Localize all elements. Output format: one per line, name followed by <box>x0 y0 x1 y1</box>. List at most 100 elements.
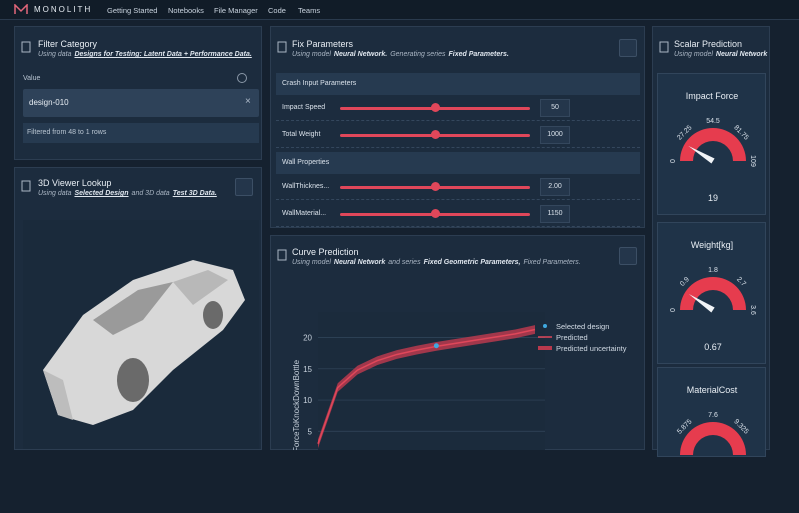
predicted-line <box>317 328 536 445</box>
nav-item[interactable]: Getting Started <box>107 6 158 15</box>
doc-icon <box>21 41 31 53</box>
gauge-tick-label: 0 <box>670 308 677 312</box>
gauge-title: Impact Force <box>686 91 739 101</box>
slider-handle[interactable] <box>431 182 440 191</box>
nav-item[interactable]: File Manager <box>214 6 258 15</box>
subtitle-part: Fixed Geometric Parameters, <box>423 259 521 266</box>
input-box[interactable]: design-010 × <box>23 89 259 117</box>
doc-icon <box>277 249 287 261</box>
brand: MONOLITH <box>34 5 93 14</box>
gauge-title: MaterialCost <box>687 385 738 395</box>
subtitle-part: Designs for Testing: Latent Data + Perfo… <box>74 51 252 58</box>
slider-handle[interactable] <box>431 130 440 139</box>
panel-subtitle: Using model Neural Network and series Fixed… <box>292 259 584 266</box>
info-icon <box>237 73 247 83</box>
subtitle-part: and 3D data <box>131 190 170 197</box>
gauge-card: MaterialCost 5.875 7.6 9.325 <box>657 367 766 457</box>
legend-label: Predicted <box>556 333 588 342</box>
panel-title: Curve Prediction <box>292 247 359 257</box>
gauge-arc <box>680 277 746 310</box>
param-row: WallMaterial... 1150 <box>276 202 640 227</box>
subtitle-part: Using data <box>38 51 72 58</box>
subtitle-part: Using data <box>38 190 72 197</box>
panel-title: Fix Parameters <box>292 39 354 49</box>
legend-swatch <box>543 324 547 328</box>
panel-title: 3D Viewer Lookup <box>38 178 112 188</box>
param-value[interactable]: 1000 <box>540 126 570 144</box>
subtitle-part: Neural Network <box>333 259 386 266</box>
nav-item[interactable]: Teams <box>298 6 321 15</box>
param-value[interactable]: 1150 <box>540 205 570 223</box>
doc-icon <box>277 41 287 53</box>
subtitle-part: Using model <box>674 51 713 58</box>
status-bar: Filtered from 48 to 1 rows <box>23 123 259 143</box>
nav-item[interactable]: Notebooks <box>168 6 204 15</box>
gauge-tick-label: 7.6 <box>708 412 718 419</box>
legend-label: Predicted uncertainty <box>556 344 627 353</box>
gauge-tick-label: 0.9 <box>679 276 691 288</box>
subtitle-part: Using model <box>292 51 331 58</box>
curve-chart: 5 10 15 20 ForceToKnockDownBottle Selected de… <box>292 312 627 450</box>
params-panel: Fix Parameters Using model Neural Network… <box>270 26 645 228</box>
gauge-value: 0.67 <box>704 342 722 352</box>
selected-point <box>433 343 439 349</box>
gauge: Weight[kg] 0 0.9 1.8 2.7 3.6 0.67 <box>670 240 756 352</box>
logo <box>14 4 28 14</box>
top-nav: MONOLITH Getting Started Notebooks File Ma… <box>0 0 799 20</box>
gauge-card: Weight[kg] 0 0.9 1.8 2.7 3.6 0.67 <box>657 222 766 364</box>
doc-icon <box>21 180 31 192</box>
y-tick-label: 15 <box>303 365 312 374</box>
param-value[interactable]: 50 <box>540 99 570 117</box>
doc-icon <box>659 41 669 53</box>
gauge-tick-label: 3.6 <box>749 305 756 315</box>
subtitle-part: Neural Network <box>715 51 768 58</box>
param-row: Total Weight 1000 <box>276 123 640 148</box>
notes-button[interactable] <box>619 39 637 57</box>
panel-title: Scalar Prediction <box>674 39 743 49</box>
slider-handle[interactable] <box>431 209 440 218</box>
param-label: Total Weight <box>282 131 321 138</box>
subtitle-part: Generating series <box>390 51 446 58</box>
car-model <box>43 260 245 425</box>
subtitle-part: Fixed Parameters. <box>448 51 509 58</box>
gauge-needle <box>688 145 715 164</box>
panel-subtitle: Using data Designs for Testing: Latent Da… <box>38 51 255 58</box>
slider-handle[interactable] <box>431 103 440 112</box>
clear-button[interactable]: × <box>245 96 251 107</box>
gauge-card: Impact Force 0 27.25 54.5 81.75 109 19 <box>657 73 766 215</box>
section-header: Crash Input Parameters <box>276 73 640 95</box>
notes-button[interactable] <box>619 247 637 265</box>
subtitle-part: Selected Design <box>74 190 129 197</box>
subtitle-part: Test 3D Data. <box>172 190 217 197</box>
param-label: Impact Speed <box>282 104 326 111</box>
subtitle-part: and series <box>388 259 421 266</box>
viewer-panel: 3D Viewer Lookup Using data Selected Desi… <box>14 167 262 450</box>
panel-subtitle: Using data Selected Design and 3D data Test… <box>38 190 220 197</box>
param-label: WallThicknes... <box>282 183 330 190</box>
gauge-tick-label: 2.7 <box>735 276 747 288</box>
panel-title: Filter Category <box>38 39 98 49</box>
gauge-tick-label: 109 <box>749 155 756 167</box>
y-axis-label: ForceToKnockDownBottle <box>292 359 301 450</box>
filter-panel: Filter Category Using data Designs for Te… <box>14 26 262 160</box>
gauge-tick-label: 1.8 <box>708 267 718 274</box>
uncertainty-band <box>318 325 535 449</box>
subtitle-part: Fixed Parameters. <box>523 259 581 266</box>
viewer-canvas[interactable] <box>23 220 259 449</box>
panel-subtitle: Using model Neural Network <box>674 51 769 58</box>
nav-item[interactable]: Code <box>268 6 286 15</box>
field-label: Value <box>23 75 41 82</box>
panel-subtitle: Using model Neural Network. Generating ser… <box>292 51 512 58</box>
param-row: Impact Speed 50 <box>276 96 640 121</box>
y-tick-label: 10 <box>303 396 312 405</box>
section-title: Wall Properties <box>282 159 330 166</box>
gauge-value: 19 <box>708 193 718 203</box>
section-title: Crash Input Parameters <box>282 80 357 87</box>
gauge-arc <box>680 128 746 161</box>
upload-button[interactable] <box>235 178 253 196</box>
page: MONOLITH Getting Started Notebooks File Ma… <box>0 0 799 457</box>
legend-label: Selected design <box>556 322 609 331</box>
param-value[interactable]: 2.00 <box>540 178 570 196</box>
subtitle-part: Using model <box>292 259 331 266</box>
param-row: WallThicknes... 2.00 <box>276 175 640 200</box>
